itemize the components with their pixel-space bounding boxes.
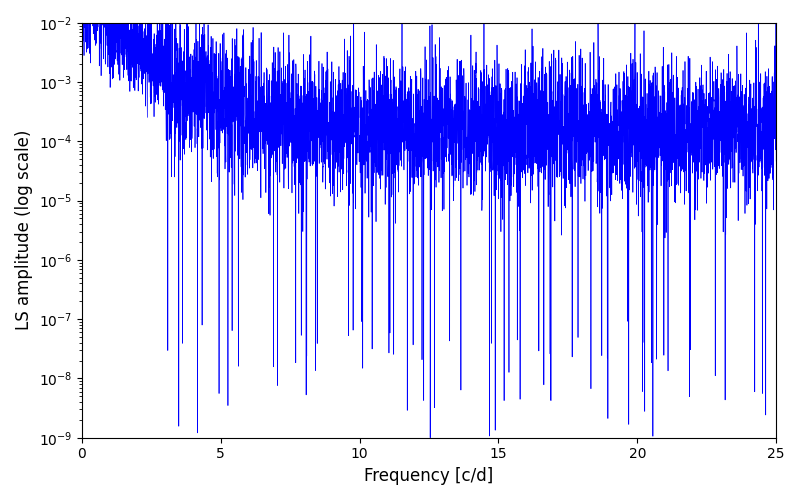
X-axis label: Frequency [c/d]: Frequency [c/d] (364, 467, 494, 485)
Y-axis label: LS amplitude (log scale): LS amplitude (log scale) (15, 130, 33, 330)
